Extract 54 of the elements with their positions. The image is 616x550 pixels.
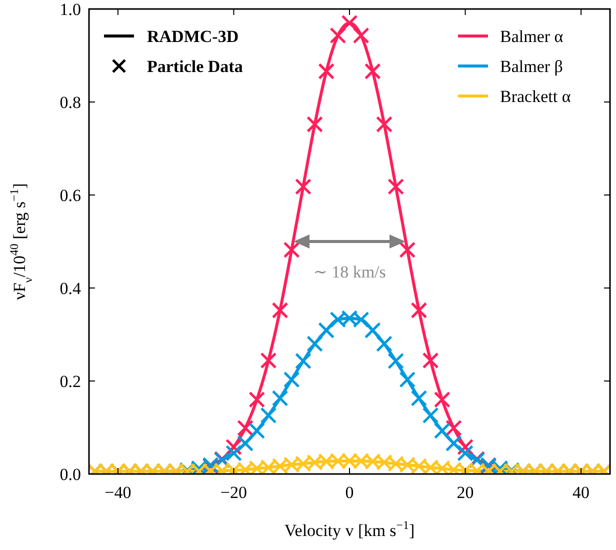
point: [330, 27, 346, 44]
point: [376, 336, 392, 352]
x-tick-label: 20: [456, 483, 474, 502]
point: [422, 352, 439, 369]
point: [272, 390, 288, 406]
point: [388, 178, 404, 195]
point: [283, 371, 300, 388]
point: [445, 435, 462, 452]
y-tick-label: 0.2: [60, 372, 81, 391]
point: [306, 336, 324, 352]
point: [422, 407, 439, 424]
point: [294, 178, 312, 195]
point: [318, 322, 335, 339]
x-axis-title: Velocity v [km s$^{−1}$]: [284, 518, 415, 540]
y-tick-label: 0.4: [60, 279, 82, 298]
point: [294, 352, 312, 370]
point: [318, 63, 335, 80]
legend-label: Balmer β: [500, 57, 563, 76]
y-tick-label: 0.0: [60, 465, 81, 484]
point: [364, 63, 381, 80]
point: [272, 302, 288, 319]
x-tick-label: 40: [572, 483, 590, 502]
point: [434, 391, 450, 408]
point: [399, 242, 416, 258]
point: [364, 322, 381, 339]
y-tick-label: 0.6: [60, 186, 81, 205]
point: [410, 302, 428, 319]
y-tick-label: 1.0: [60, 0, 81, 19]
point: [248, 391, 266, 408]
point: [260, 352, 277, 369]
point: [434, 422, 450, 440]
annotation: ∼ 18 km/s: [313, 262, 386, 282]
x-tick-label: −40: [104, 483, 132, 502]
point: [376, 116, 392, 133]
annotation: RADMC-3D: [147, 27, 239, 46]
point: [237, 435, 254, 452]
x-tick-label: −20: [220, 483, 248, 502]
point: [352, 27, 370, 44]
point: [248, 422, 266, 440]
point: [260, 407, 277, 424]
point: [457, 444, 474, 462]
point: [388, 352, 404, 370]
point: [306, 116, 324, 133]
legend-label: Balmer α: [500, 27, 564, 46]
point: [283, 242, 300, 258]
point: [445, 420, 462, 436]
point: [237, 420, 254, 436]
point: [399, 371, 416, 388]
annotation: Particle Data: [147, 57, 244, 76]
point: [410, 390, 428, 406]
point: [225, 444, 242, 462]
x-tick-label: 0: [345, 483, 354, 502]
legend-label: Brackett α: [500, 87, 571, 106]
y-tick-label: 0.8: [60, 93, 81, 112]
